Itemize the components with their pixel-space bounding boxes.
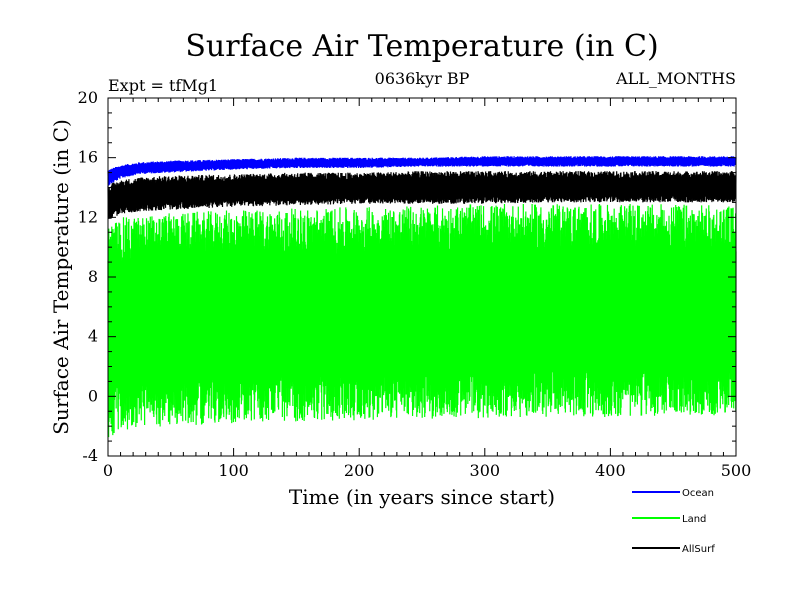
time-period-label: 0636kyr BP — [375, 69, 470, 88]
months-label: ALL_MONTHS — [615, 69, 736, 88]
series-layer — [107, 156, 737, 438]
series-line-ocean — [107, 156, 737, 186]
x-tick-label: 500 — [721, 461, 752, 480]
y-tick-label: 0 — [88, 386, 98, 405]
legend-label-land: Land — [682, 514, 706, 525]
x-tick-label: 0 — [103, 461, 113, 480]
y-axis-label: Surface Air Temperature (in C) — [49, 119, 73, 435]
y-tick-label: -4 — [82, 446, 98, 465]
axes-layer: 0 100 200 300 400 500 -4 0 4 8 12 16 20 — [78, 88, 752, 480]
x-tick-label: 200 — [344, 461, 375, 480]
y-tick-label: 12 — [78, 207, 98, 226]
legend: Ocean Land AllSurf — [632, 488, 715, 555]
series-line-allsurf — [107, 171, 737, 219]
x-axis-label: Time (in years since start) — [289, 485, 555, 509]
x-tick-label: 300 — [470, 461, 501, 480]
legend-label-allsurf: AllSurf — [682, 544, 715, 555]
chart-title: Surface Air Temperature (in C) — [185, 29, 658, 64]
x-tick-label: 100 — [218, 461, 249, 480]
series-line-land — [107, 203, 737, 438]
y-tick-label: 8 — [88, 267, 98, 286]
y-tick-label: 20 — [78, 88, 98, 107]
x-tick-label: 400 — [595, 461, 626, 480]
legend-label-ocean: Ocean — [682, 488, 714, 499]
y-tick-label: 4 — [88, 327, 98, 346]
y-tick-label: 16 — [78, 148, 98, 167]
experiment-label: Expt = tfMg1 — [108, 76, 218, 95]
